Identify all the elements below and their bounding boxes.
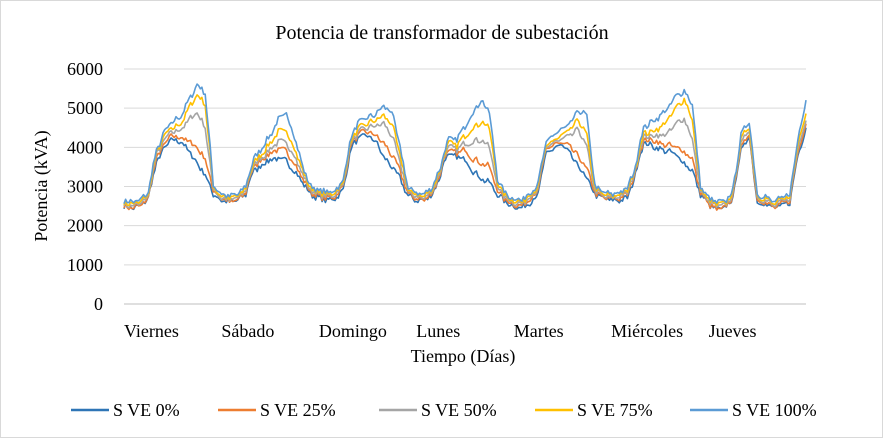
- series-line-5: [123, 83, 807, 204]
- series-line-3: [123, 112, 807, 209]
- y-tick-label: 4000: [67, 137, 103, 157]
- legend: S VE 0% S VE 25% S VE 50% S VE 75% S VE 100%: [71, 400, 817, 420]
- legend-label: S VE 100%: [732, 400, 817, 420]
- y-tick-label: 0: [94, 294, 103, 314]
- x-axis-label: Tiempo (Días): [411, 346, 516, 367]
- legend-label: S VE 75%: [577, 400, 653, 420]
- x-axis-ticks: Viernes Sábado Domingo Lunes Martes Miércoles…: [124, 321, 757, 341]
- x-tick-label: Miércoles: [611, 321, 683, 341]
- y-axis-ticks: 0 1000 2000 3000 4000 5000 6000: [67, 59, 103, 314]
- x-tick-label: Jueves: [709, 321, 757, 341]
- x-tick-label: Lunes: [416, 321, 460, 341]
- legend-label: S VE 0%: [113, 400, 180, 420]
- x-tick-label: Domingo: [319, 321, 387, 341]
- series-group: [123, 83, 807, 211]
- gridlines: [124, 68, 806, 266]
- x-tick-label: Viernes: [124, 321, 179, 341]
- y-tick-label: 5000: [67, 98, 103, 118]
- y-axis-label: Potencia (kVA): [31, 130, 52, 241]
- x-tick-label: Martes: [514, 321, 564, 341]
- x-tick-label: Sábado: [221, 321, 274, 341]
- y-tick-label: 3000: [67, 177, 103, 197]
- series-line-4: [123, 94, 807, 207]
- y-tick-label: 2000: [67, 216, 103, 236]
- legend-label: S VE 50%: [421, 400, 497, 420]
- legend-label: S VE 25%: [260, 400, 336, 420]
- chart-title: Potencia de transformador de subestación: [275, 22, 608, 44]
- y-tick-label: 1000: [67, 255, 103, 275]
- y-tick-label: 6000: [67, 59, 103, 79]
- series-line-2: [123, 123, 807, 211]
